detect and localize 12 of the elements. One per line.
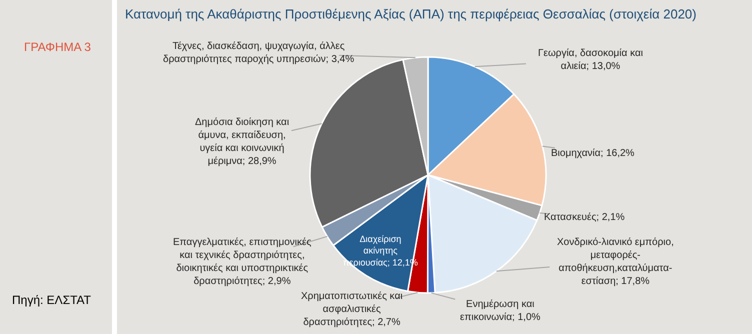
slice-label: Χρηματοπιστωτικές και ασφαλιστικές δραστηριότητες; 2,7% bbox=[301, 291, 403, 328]
slice-label: Τέχνες, διασκέδαση, ψυχαγωγία, άλλες δραστηριότητες παροχής υπηρεσιών; 3,4% bbox=[163, 41, 354, 65]
text: ΓΡΑΦΗΜΑ 3 bbox=[24, 40, 92, 54]
slice-label: Βιομηχανία; 16,2% bbox=[551, 148, 635, 159]
slice-label: Επαγγελματικές, επιστημονικές και τεχνικές δραστηριότητες, διοικητικές και υποστηρικτικές δραστηριότητες; 2,9% bbox=[173, 237, 312, 287]
slice-label: Δημόσια διοίκηση και άμυνα, εκπαίδευση, υγεία και κοινωνική μέριμνα; 28,9% bbox=[195, 117, 290, 167]
slice-label: Ενημέρωση και επικοινωνία; 1,0% bbox=[460, 299, 541, 323]
chart-title: Κατανομή της Ακαθάριστης Προστιθέμενης Αξίας (ΑΠΑ) της περιφέρειας Θεσσαλίας (στοιχεία 2020) bbox=[125, 6, 696, 22]
slice-label: Χονδρικό-λιανικό εμπόριο, μεταφορές-αποθήκευση,καταλύματα-εστίαση; 17,8% bbox=[557, 237, 674, 287]
slice-label: Κατασκευές; 2,1% bbox=[544, 212, 625, 223]
slice-label: Γεωργία, δασοκομία και αλιεία; 13,0% bbox=[538, 48, 643, 72]
text: Πηγή: ΕΛΣΤΑΤ bbox=[12, 293, 92, 307]
